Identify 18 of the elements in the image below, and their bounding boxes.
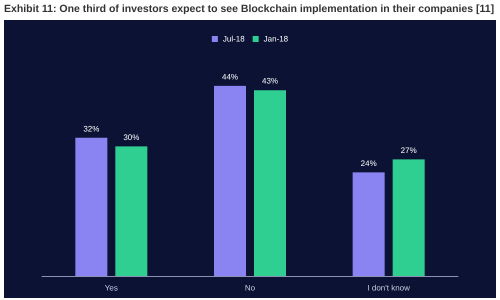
bar — [115, 146, 148, 276]
bar — [392, 159, 425, 276]
bar — [214, 86, 246, 276]
bar — [352, 172, 385, 276]
x-tick-label: I don't know — [367, 284, 410, 292]
legend-label: Jan-18 — [264, 34, 289, 44]
data-label: 43% — [262, 76, 278, 86]
chart-title: Exhibit 11: One third of investors expect to see Blockchain implementation in their companies [11] — [3, 2, 496, 17]
bar — [254, 90, 286, 276]
data-label: 32% — [83, 124, 100, 134]
x-tick-label: Yes — [104, 284, 118, 292]
legend-label: Jul-18 — [222, 34, 246, 44]
data-label: 44% — [222, 72, 238, 82]
data-label: 24% — [360, 158, 377, 168]
data-label: 30% — [123, 132, 140, 142]
data-label: 27% — [400, 146, 417, 155]
bar — [75, 138, 108, 276]
x-tick-label: No — [244, 284, 256, 292]
